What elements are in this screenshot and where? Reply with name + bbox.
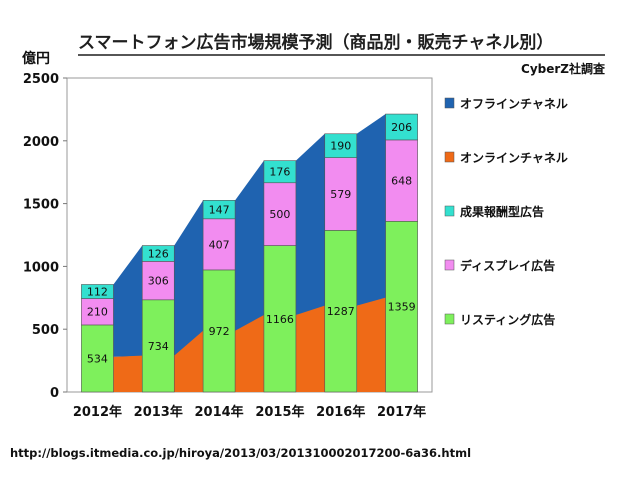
bar-affiliate-2: [202, 200, 236, 220]
data-label-affiliate-3: 176: [269, 166, 290, 179]
bar-affiliate-5: [385, 113, 418, 141]
legend-label: オフラインチャネル: [460, 97, 568, 111]
x-tick-label: 2017年: [377, 404, 426, 420]
source-label: CyberZ社調査: [521, 61, 606, 76]
data-label-display-3: 500: [269, 208, 290, 221]
data-label-affiliate-2: 147: [209, 204, 230, 217]
bar-display-0: [81, 298, 114, 326]
x-tick-label: 2012年: [73, 404, 122, 420]
x-tick-label: 2016年: [316, 404, 365, 420]
bar-listing-1: [141, 299, 175, 393]
data-label-listing-1: 734: [148, 340, 169, 353]
unit-label: 億円: [22, 50, 50, 67]
data-label-display-0: 210: [87, 306, 108, 319]
bar-display-1: [141, 261, 175, 301]
data-label-listing-2: 972: [209, 325, 230, 338]
bar-display-4: [324, 157, 358, 231]
bar-listing-4: [324, 230, 358, 393]
legend-label: リスティング広告: [460, 312, 555, 327]
legend-label: オンラインチャネル: [460, 151, 568, 165]
bar-affiliate-1: [141, 245, 175, 262]
source-url[interactable]: http://blogs.itmedia.co.jp/hiroya/2013/0…: [10, 446, 472, 460]
legend-swatch: [444, 313, 455, 325]
y-tick-label: 1000: [23, 260, 59, 275]
data-label-display-4: 579: [330, 188, 351, 201]
plot-area: 534 210 112 734 306 126 972 407 147 1166 500 176 128…: [23, 72, 433, 420]
data-label-affiliate-1: 126: [148, 247, 169, 260]
bar-listing-2: [202, 269, 236, 393]
data-label-display-5: 648: [391, 175, 412, 188]
x-tick-label: 2013年: [134, 404, 183, 420]
data-label-affiliate-4: 190: [330, 140, 351, 153]
legend-swatch: [444, 151, 455, 163]
data-label-display-2: 407: [209, 238, 230, 251]
bar-affiliate-0: [81, 284, 114, 299]
data-label-affiliate-0: 112: [87, 286, 108, 299]
bar-listing-0: [81, 324, 114, 393]
data-label-listing-5: 1359: [388, 301, 416, 314]
data-label-display-1: 306: [148, 275, 169, 288]
y-tick-label: 2500: [23, 72, 59, 87]
x-tick-label: 2014年: [194, 404, 243, 420]
bar-affiliate-4: [324, 133, 358, 158]
y-tick-label: 0: [50, 386, 59, 401]
legend-label: ディスプレイ広告: [460, 258, 555, 273]
bar-display-2: [202, 218, 236, 271]
legend-swatch: [444, 97, 455, 109]
legend: オフラインチャネルオンラインチャネル成果報酬型広告ディスプレイ広告リスティング広…: [444, 97, 568, 327]
data-label-affiliate-5: 206: [391, 121, 412, 134]
data-label-listing-0: 534: [87, 352, 108, 365]
chart-title: スマートフォン広告市場規模予測（商品別・販売チャネル別）: [78, 32, 553, 53]
y-tick-label: 1500: [23, 198, 59, 213]
legend-swatch: [444, 259, 455, 271]
y-tick-label: 2000: [23, 135, 59, 150]
bar-affiliate-3: [263, 160, 297, 184]
x-tick-label: 2015年: [255, 404, 304, 420]
data-label-listing-4: 1287: [327, 305, 355, 318]
data-label-listing-3: 1166: [266, 313, 294, 326]
bar-display-3: [263, 182, 297, 246]
legend-swatch: [444, 205, 455, 217]
y-tick-label: 500: [32, 323, 59, 338]
legend-label: 成果報酬型広告: [460, 204, 544, 219]
